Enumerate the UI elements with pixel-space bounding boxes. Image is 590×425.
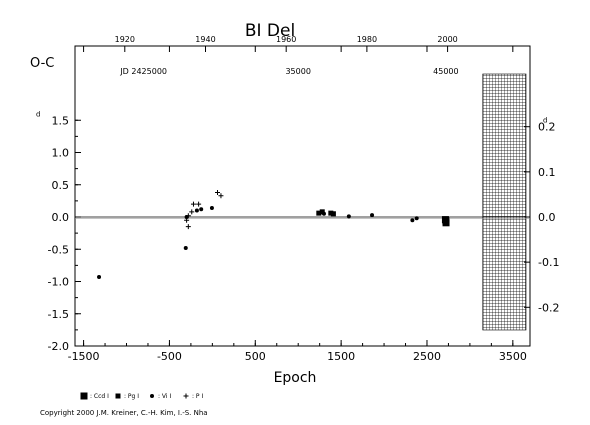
- y-right-unit-superscript: d: [543, 117, 547, 125]
- data-point-vi: [414, 216, 419, 221]
- y-right-tick-label: 0.0: [538, 211, 556, 224]
- legend-label: : Ccd I: [90, 393, 109, 400]
- y-tick-label: 1.0: [52, 147, 70, 160]
- y-tick-label: -1.0: [48, 276, 69, 289]
- x-tick-label: 1500: [327, 350, 355, 363]
- year-tick-label: 1980: [357, 35, 377, 44]
- plot-frame: [74, 45, 531, 347]
- x-axis-label: Epoch: [274, 370, 317, 386]
- y-right-tick-label: -0.1: [538, 256, 559, 269]
- legend-marker: [80, 392, 88, 400]
- year-tick-label: 2000: [437, 35, 457, 44]
- data-point-vi: [199, 207, 204, 212]
- jd-label: 45000: [433, 67, 458, 76]
- data-point-pg: [316, 210, 322, 216]
- data-point-vi: [346, 214, 351, 219]
- data-point-p: [190, 201, 196, 207]
- y-unit-superscript: d: [36, 110, 40, 118]
- x-tick-label: -500: [157, 350, 182, 363]
- chart-title: BI Del: [245, 21, 295, 41]
- data-point-vi: [209, 205, 214, 210]
- y-tick-label: 0.5: [52, 179, 70, 192]
- x-tick-label: 2500: [413, 350, 441, 363]
- legend-label: : Pg I: [124, 393, 139, 400]
- data-point-pg: [319, 209, 325, 215]
- y-right-tick-label: -0.2: [538, 301, 559, 314]
- data-point-p: [185, 213, 191, 219]
- year-tick-label: 1960: [276, 35, 296, 44]
- data-point-vi: [321, 211, 326, 216]
- jd-label: JD 2425000: [119, 67, 167, 76]
- y-tick-label: -2.0: [48, 340, 69, 353]
- data-point-vi: [410, 218, 415, 223]
- data-point-p: [185, 224, 191, 230]
- year-tick-label: 1940: [195, 35, 215, 44]
- y-right-tick-label: 0.2: [538, 121, 556, 134]
- y-tick-label: 0.0: [52, 211, 70, 224]
- legend-marker: [150, 394, 154, 398]
- x-tick-label: 3500: [499, 350, 527, 363]
- data-point-vi: [97, 274, 102, 279]
- data-point-p: [215, 189, 221, 195]
- x-tick-label: 500: [245, 350, 266, 363]
- data-point-vi: [194, 208, 199, 213]
- legend-label: : P I: [192, 393, 203, 400]
- data-point-p: [189, 209, 195, 215]
- data-point-p: [196, 201, 202, 207]
- jd-label: 35000: [285, 67, 310, 76]
- data-point-pg: [328, 210, 334, 216]
- legend-marker: [183, 393, 189, 399]
- future-region: [482, 73, 527, 331]
- y-tick-label: -0.5: [48, 243, 69, 256]
- x-tick-label: -1500: [68, 350, 100, 363]
- y-right-tick-label: 0.1: [538, 166, 556, 179]
- data-point-vi: [370, 213, 375, 218]
- data-point-ccd: [441, 216, 449, 224]
- plot-area: -1500 -500 500 1500 2500 3500 1.5 1.0 0.5 0.0 -0.5…: [36, 35, 559, 363]
- data-point-p: [184, 217, 190, 223]
- legend-label: : Vi I: [158, 393, 171, 400]
- copyright-text: Copyright 2000 J.M. Kreiner, C.-H. Kim, …: [40, 409, 208, 417]
- data-point-p: [218, 193, 224, 199]
- y-axis-label: O-C: [30, 56, 54, 71]
- data-point-vi: [183, 245, 188, 250]
- year-tick-label: 1920: [115, 35, 135, 44]
- legend: : Ccd I : Pg I : Vi I : P I: [80, 392, 203, 400]
- y-tick-label: 1.5: [52, 114, 70, 127]
- legend-marker: [115, 393, 121, 399]
- data-point-pg: [330, 211, 336, 217]
- y-tick-label: -1.5: [48, 308, 69, 321]
